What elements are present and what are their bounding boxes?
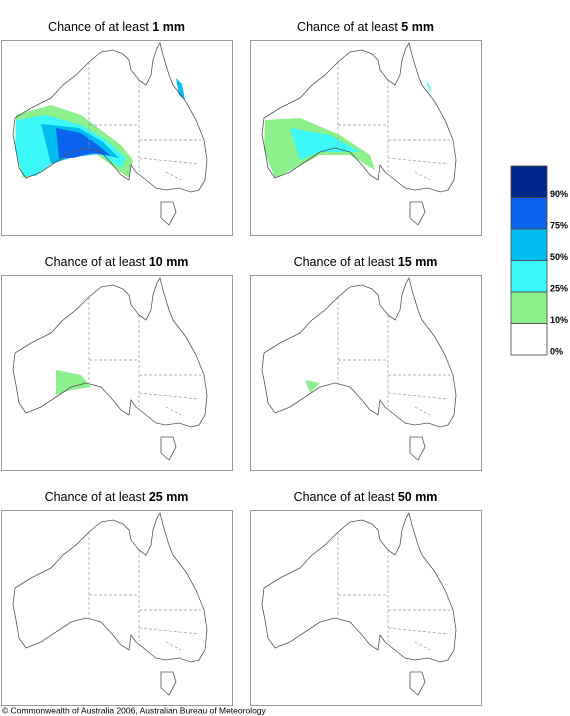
- panel-title: Chance of at least 15 mm: [294, 255, 438, 269]
- coastline: [261, 276, 457, 461]
- map-panel: [250, 510, 482, 706]
- land: [262, 278, 456, 460]
- map-panel: [1, 40, 233, 236]
- panel-title-text: Chance of at least: [45, 490, 146, 504]
- panel-title: Chance of at least 25 mm: [45, 490, 189, 504]
- land: [262, 43, 456, 225]
- coastline: [12, 276, 208, 461]
- legend-label: 90%: [550, 189, 568, 199]
- panel-amount: 1 mm: [152, 20, 185, 34]
- map-panel: [1, 510, 233, 706]
- state-border: [138, 392, 200, 400]
- legend-swatch: [510, 165, 548, 198]
- coastline: [261, 511, 457, 696]
- map-panel: [250, 275, 482, 471]
- legend-label: 25%: [550, 283, 568, 293]
- legend-swatch: [510, 291, 548, 324]
- state-border: [165, 641, 182, 651]
- panel-amount: 25 mm: [149, 490, 189, 504]
- panel-title-text: Chance of at least: [48, 20, 149, 34]
- panel-title-text: Chance of at least: [45, 255, 146, 269]
- state-border: [387, 627, 449, 635]
- rain-area: [290, 128, 360, 160]
- panel-title-text: Chance of at least: [297, 20, 398, 34]
- rain-area: [426, 80, 431, 96]
- state-border: [138, 157, 200, 165]
- legend-label: 75%: [550, 220, 568, 230]
- state-border: [387, 157, 449, 165]
- land: [13, 43, 207, 225]
- panel-title: Chance of at least 1 mm: [48, 20, 185, 34]
- footer: © Commonwealth of Australia 2006, Austra…: [2, 705, 267, 715]
- legend-label: 0%: [550, 346, 563, 356]
- land: [13, 278, 207, 460]
- map-panel: [1, 275, 233, 471]
- state-border: [414, 171, 431, 181]
- panel-title-text: Chance of at least: [294, 490, 395, 504]
- state-border: [165, 171, 182, 181]
- land: [262, 513, 456, 695]
- state-border: [414, 406, 431, 416]
- panel-amount: 15 mm: [398, 255, 438, 269]
- state-border: [165, 406, 182, 416]
- legend-swatch: [510, 323, 548, 356]
- legend-swatch: [510, 228, 548, 261]
- panel-amount: 5 mm: [401, 20, 434, 34]
- panel-title-text: Chance of at least: [294, 255, 395, 269]
- legend-label: 10%: [550, 315, 568, 325]
- panel-title: Chance of at least 50 mm: [294, 490, 438, 504]
- panel-amount: 10 mm: [149, 255, 189, 269]
- legend-label: 50%: [550, 252, 568, 262]
- map-panel: [250, 40, 482, 236]
- panel-title: Chance of at least 10 mm: [45, 255, 189, 269]
- rain-area: [56, 128, 111, 158]
- panel-title: Chance of at least 5 mm: [297, 20, 434, 34]
- legend-swatch: [510, 197, 548, 230]
- rain-area: [176, 78, 185, 100]
- coastline: [12, 41, 208, 226]
- coastline: [261, 41, 457, 226]
- state-border: [138, 627, 200, 635]
- land: [13, 513, 207, 695]
- state-border: [414, 641, 431, 651]
- panel-amount: 50 mm: [398, 490, 438, 504]
- coastline: [12, 511, 208, 696]
- rain-area: [56, 370, 91, 395]
- legend-swatch: [510, 260, 548, 293]
- state-border: [387, 392, 449, 400]
- rain-area: [305, 380, 320, 393]
